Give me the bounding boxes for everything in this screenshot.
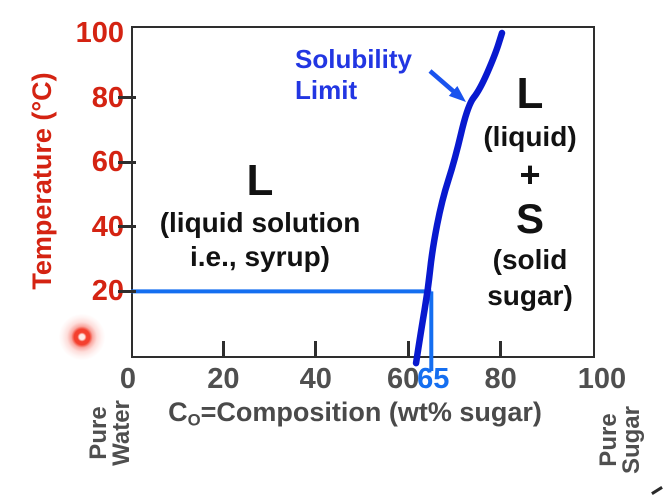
stray-pen-mark: [651, 486, 663, 495]
x-tick-label-80: 80: [484, 363, 517, 395]
two-phase-liquid-symbol: L: [516, 69, 544, 118]
x-tick-label-60: 60: [387, 363, 420, 395]
x-tick-mark-20: [221, 341, 225, 357]
pure-water-line1: Pure: [85, 406, 112, 460]
pure-water-line2: Water: [108, 400, 135, 466]
y-tick-label-100: 100: [75, 17, 124, 49]
x-tick-mark-80: [499, 341, 503, 357]
y-tick-mark-80: [118, 96, 136, 100]
pure-sugar-line2: Sugar: [618, 406, 645, 475]
x-tick-label-40: 40: [299, 363, 332, 395]
x-tick-mark-60: [406, 341, 410, 357]
x-tick-label-20: 20: [207, 363, 240, 395]
x-axis-title: CO=Composition (wt% sugar): [140, 396, 570, 436]
two-phase-plus-sign: +: [519, 154, 541, 195]
composition-subscript: O: [187, 410, 201, 430]
plot-area: [131, 26, 595, 358]
liquid-phase-desc-line2: i.e., syrup): [189, 241, 331, 272]
y-tick-label-40: 40: [91, 210, 124, 243]
two-phase-liquid-desc: (liquid): [483, 121, 577, 152]
solubility-annotation-line1: Solubility: [295, 44, 412, 74]
x-tick-label-65-highlight: 65: [417, 363, 450, 395]
liquid-phase-desc-line1: (liquid solution: [159, 207, 361, 238]
region-label-liquid: L (liquid solution i.e., syrup): [143, 156, 377, 274]
x-tick-label-100: 100: [577, 363, 627, 395]
y-tick-label-80: 80: [91, 81, 124, 114]
pure-sugar-label: Pure Sugar: [595, 394, 645, 486]
y-tick-mark-20: [118, 289, 136, 293]
y-tick-label-60: 60: [91, 146, 124, 179]
laser-pointer-dot: [59, 314, 105, 360]
y-tick-mark-60: [118, 160, 136, 164]
two-phase-solid-desc-line1: (solid: [492, 244, 568, 275]
composition-symbol: C: [168, 397, 188, 427]
y-tick-mark-40: [118, 225, 136, 229]
region-label-liquid-plus-solid: L (liquid) + S (solid sugar): [468, 70, 592, 314]
two-phase-solid-symbol: S: [515, 195, 544, 242]
y-tick-label-20: 20: [91, 275, 124, 308]
solubility-annotation-line2: Limit: [295, 75, 358, 105]
pure-water-label: Pure Water: [85, 388, 135, 478]
x-tick-label-0: 0: [119, 363, 137, 395]
x-tick-mark-40: [314, 341, 318, 357]
solubility-limit-annotation: Solubility Limit: [295, 44, 412, 106]
liquid-phase-symbol: L: [246, 156, 274, 205]
pure-sugar-line1: Pure: [595, 413, 622, 467]
x-axis-title-text: =Composition (wt% sugar): [200, 397, 542, 427]
two-phase-solid-desc-line2: sugar): [487, 280, 573, 311]
